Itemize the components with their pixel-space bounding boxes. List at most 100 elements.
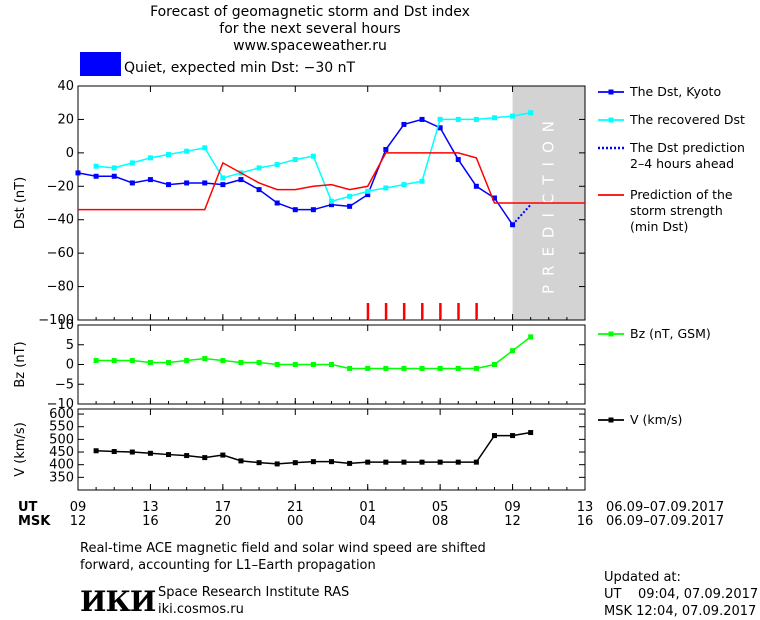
legend-label: Bz (nT, GSM) — [630, 326, 711, 341]
series-point — [184, 453, 190, 459]
plot-frame — [77, 408, 586, 491]
y-tick-label: 5 — [66, 338, 74, 353]
series-point — [220, 452, 226, 458]
ut-axis-label: UT — [18, 500, 38, 515]
series-point — [437, 125, 443, 131]
series-point — [419, 116, 425, 122]
series-point — [75, 170, 81, 176]
status-text: Quiet, expected min Dst: −30 nT — [124, 60, 356, 76]
y-tick-label: −100 — [38, 313, 74, 328]
series-point — [129, 358, 135, 364]
storm-marker — [384, 303, 388, 319]
series-point — [383, 459, 389, 465]
series-point — [238, 360, 244, 366]
updated-label: Updated at: — [604, 570, 681, 585]
series-point — [166, 182, 172, 188]
ut-tick-label: 21 — [287, 500, 304, 515]
ut-date-range: 06.09–07.09.2017 — [606, 500, 725, 515]
series-point — [220, 358, 226, 364]
series-point — [274, 461, 280, 467]
legend-marker — [608, 331, 614, 337]
msk-tick-label: 16 — [576, 514, 594, 529]
storm-marker — [457, 303, 460, 319]
series-point — [383, 185, 389, 191]
storm-marker — [475, 303, 478, 319]
legend-marker — [608, 417, 614, 423]
footnote-line1: Real-time ACE magnetic field and solar w… — [80, 541, 486, 556]
legend-label: V (km/s) — [630, 412, 682, 427]
series-point — [129, 449, 135, 455]
ut-tick-label: 09 — [504, 500, 521, 515]
series-point — [93, 163, 99, 169]
y-tick-label: 20 — [57, 112, 74, 127]
ut-tick-label: 13 — [142, 500, 159, 515]
storm-marker — [402, 303, 406, 319]
msk-tick-label: 04 — [359, 514, 376, 529]
series-point — [274, 162, 280, 168]
series-point — [292, 460, 298, 466]
series-point — [111, 173, 117, 179]
series-point — [329, 362, 334, 367]
series-point — [383, 365, 389, 371]
site-url[interactable]: www.spaceweather.ru — [233, 38, 387, 54]
legend-label: storm strength — [630, 203, 723, 218]
y-tick-label: 10 — [57, 318, 74, 333]
series-point — [310, 459, 316, 465]
series-point — [401, 121, 407, 127]
y-tick-label: −5 — [55, 377, 74, 392]
ut-tick-label: 05 — [431, 500, 449, 515]
legend-label: The recovered Dst — [629, 112, 745, 127]
ut-tick-label: 17 — [214, 500, 232, 515]
legend-marker — [608, 117, 614, 123]
msk-tick-label: 00 — [287, 514, 304, 529]
series-point — [473, 183, 479, 189]
series-point — [129, 160, 135, 166]
msk-date-range: 06.09–07.09.2017 — [606, 514, 725, 529]
y-tick-label: 450 — [49, 445, 74, 460]
series-point — [111, 165, 117, 171]
y-tick-label: 400 — [49, 458, 74, 473]
series-point — [419, 178, 425, 184]
msk-tick-label: 16 — [142, 514, 159, 529]
y-tick-label: −40 — [47, 213, 74, 228]
series-point — [473, 365, 479, 371]
y-tick-label: 0 — [66, 146, 74, 161]
series-point — [329, 198, 334, 204]
series-point — [292, 207, 298, 213]
series-point — [365, 365, 371, 371]
ut-tick-label: 09 — [69, 500, 87, 515]
storm-marker — [366, 303, 370, 319]
panel-1: 10 5 0 −5 −10 Bz (nT) Bz (nT, GSM) — [13, 318, 711, 412]
legend-label: (min Dst) — [630, 219, 688, 234]
series-point — [528, 430, 534, 436]
series-point — [256, 165, 262, 171]
series-point — [528, 334, 534, 340]
series-point — [166, 360, 172, 366]
series-point — [419, 365, 425, 371]
series-point — [510, 113, 516, 119]
chart-title-line1: Forecast of geomagnetic storm and Dst in… — [150, 4, 470, 20]
institute-url[interactable]: iki.cosmos.ru — [158, 602, 244, 617]
series-point — [274, 200, 280, 206]
series-point — [491, 433, 497, 439]
series-point — [147, 450, 153, 456]
y-tick-label: −60 — [47, 246, 74, 261]
series-point — [292, 157, 298, 163]
ut-tick-label: 13 — [576, 500, 594, 515]
series-point — [455, 365, 461, 371]
series-line-2 — [511, 204, 532, 226]
series-point — [347, 460, 353, 466]
series-point — [329, 202, 334, 208]
institute-name: Space Research Institute RAS — [158, 585, 350, 600]
series-point — [383, 147, 389, 153]
series-point — [491, 195, 497, 201]
series-point — [202, 455, 208, 461]
y-tick-label: 40 — [57, 79, 74, 94]
msk-tick-label: 12 — [504, 514, 521, 529]
series-point — [401, 459, 407, 465]
y-axis-label: Bz (nT) — [13, 341, 28, 387]
series-point — [256, 187, 262, 193]
